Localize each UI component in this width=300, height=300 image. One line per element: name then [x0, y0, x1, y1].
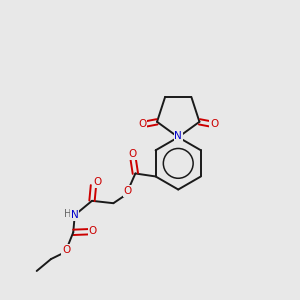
Text: O: O: [89, 226, 97, 236]
Text: H: H: [64, 209, 71, 219]
Text: O: O: [94, 177, 102, 188]
Text: O: O: [128, 149, 136, 160]
Text: O: O: [62, 245, 70, 255]
Text: O: O: [138, 118, 146, 129]
Text: N: N: [174, 131, 182, 141]
Text: O: O: [210, 118, 218, 129]
Text: O: O: [124, 186, 132, 196]
Text: N: N: [71, 210, 79, 220]
